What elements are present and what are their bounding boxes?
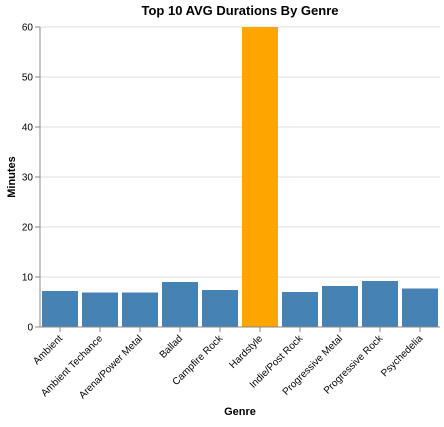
x-tick-label: Hardstyle [227,333,265,371]
y-tick-label: 50 [22,73,34,84]
y-tick-label: 10 [22,273,34,284]
y-tick-label: 30 [22,173,34,184]
x-axis-title: Genre [224,406,256,418]
bar [122,292,158,327]
bar [322,286,358,327]
x-tick-label: Ambient [31,333,65,367]
chart-title: Top 10 AVG Durations By Genre [142,3,339,18]
bar [162,282,198,327]
x-tick-label: Psychedelia [379,333,425,379]
bar [82,292,118,327]
gridlines [40,26,440,328]
y-tick-label: 60 [22,23,34,34]
y-axis-title: Minutes [6,156,18,198]
bar [362,281,398,327]
bar [202,290,238,327]
y-tick-label: 20 [22,223,34,234]
y-tick-label: 40 [22,123,34,134]
x-tick-label: Ballad [158,333,185,360]
y-tick-label: 0 [27,323,33,334]
bar [402,288,438,327]
bar [42,291,78,327]
bars [42,27,438,327]
bar [242,27,278,327]
bar [282,292,318,327]
